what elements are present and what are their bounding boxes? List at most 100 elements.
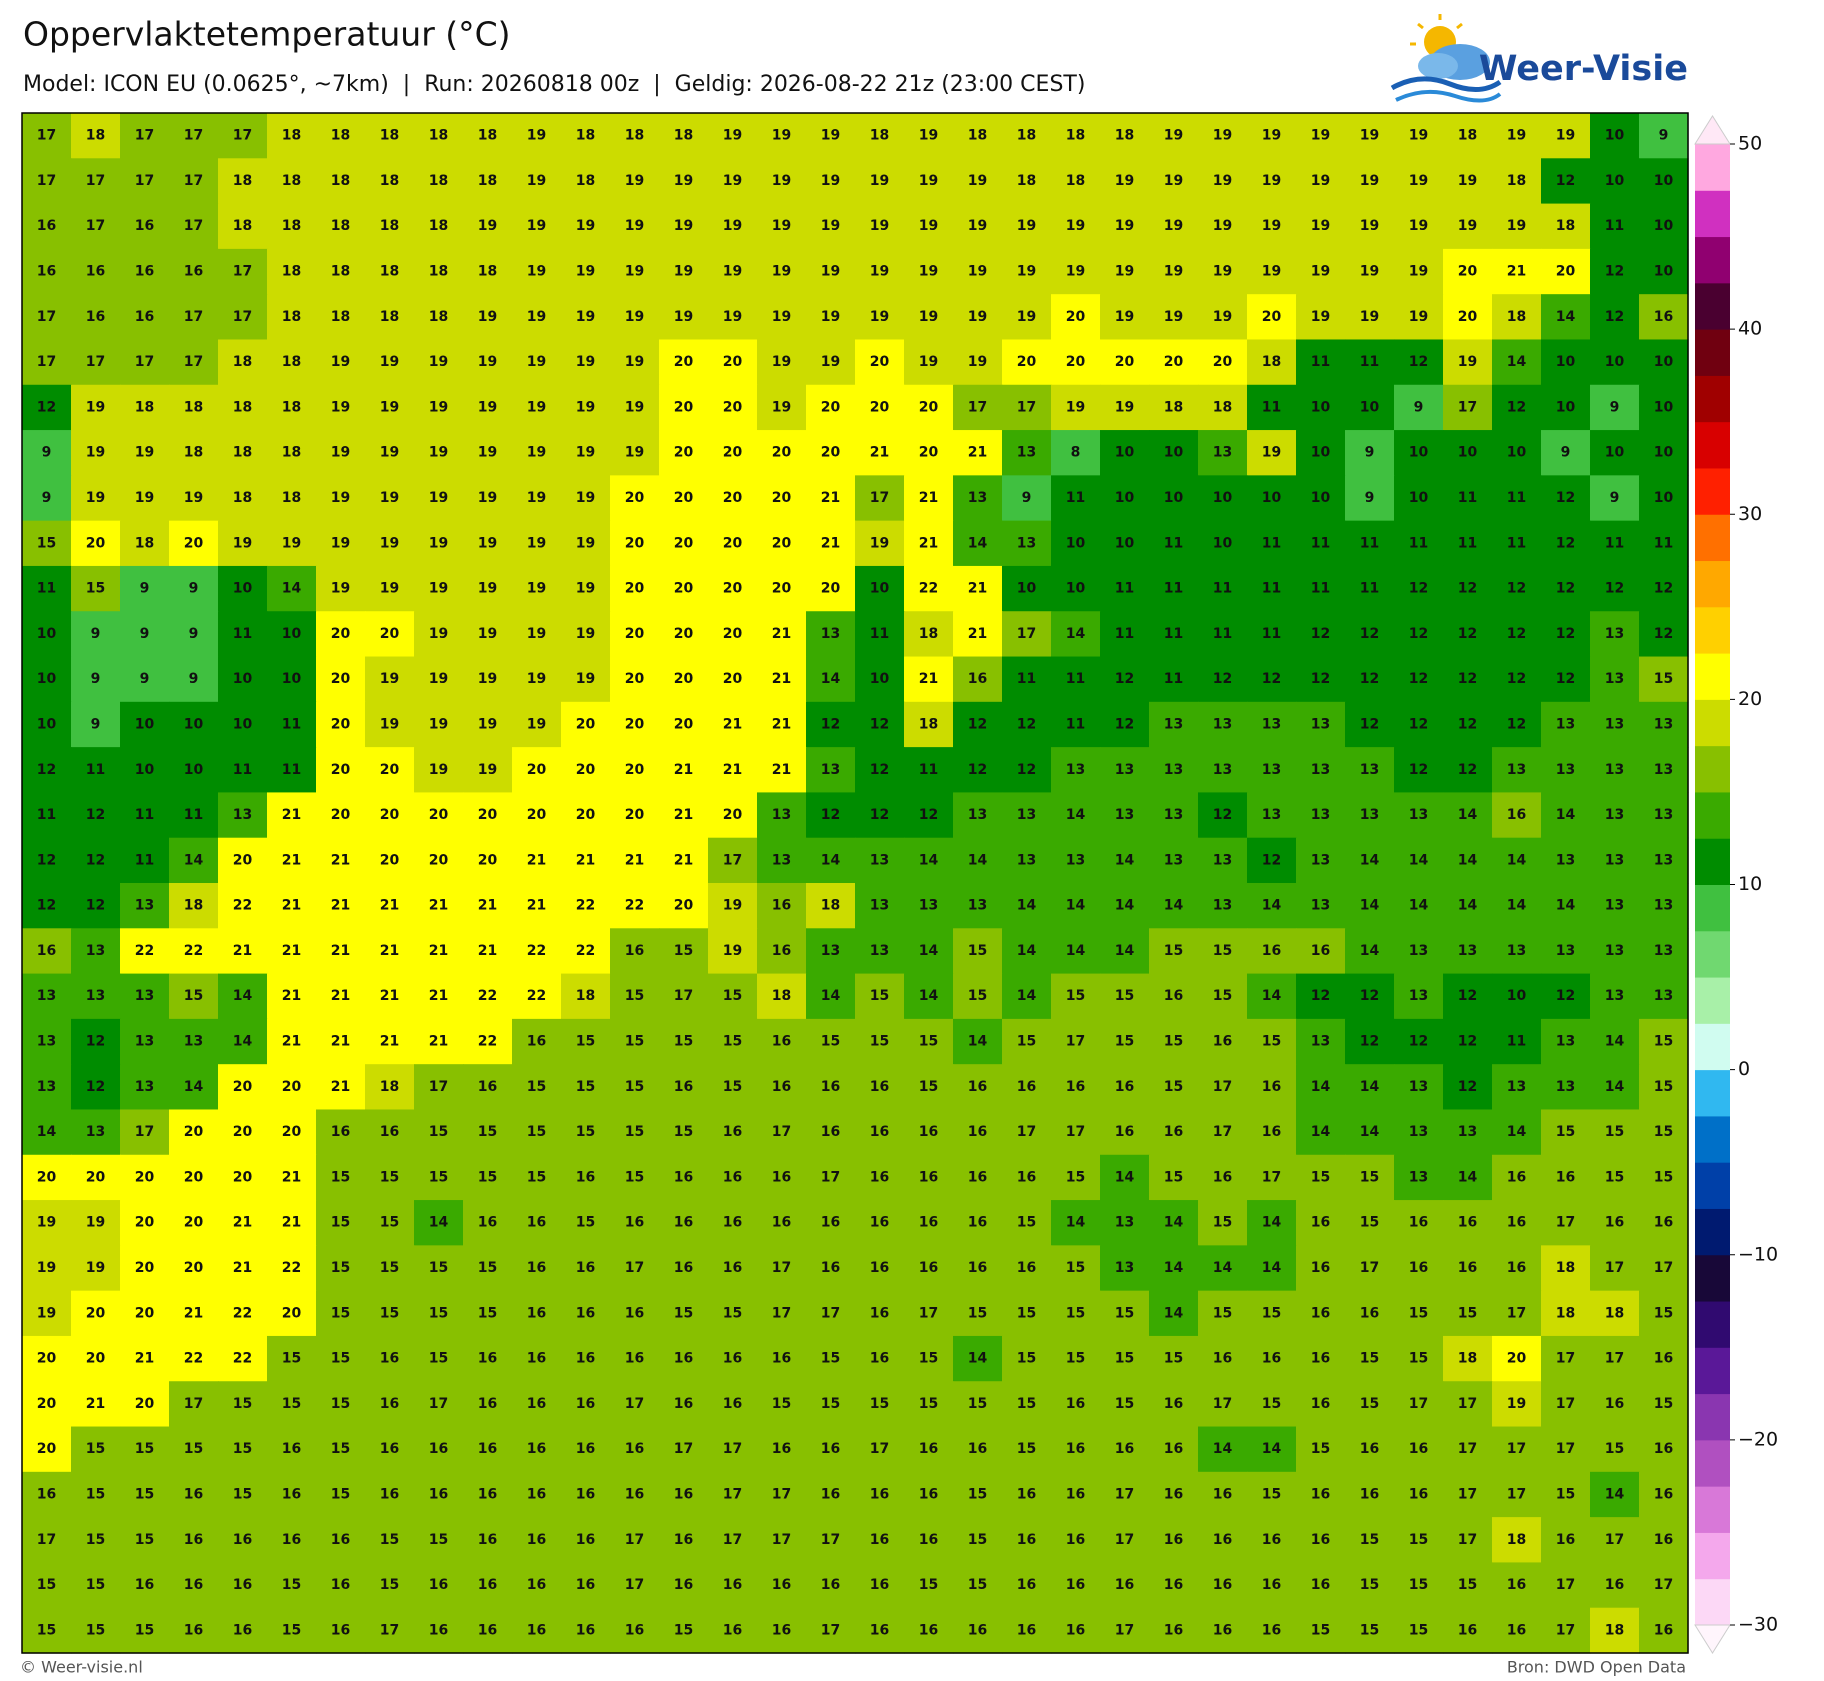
temperature-label: 20: [429, 807, 449, 823]
temperature-label: 15: [1409, 1532, 1428, 1548]
temperature-cell: [169, 248, 219, 295]
temperature-label: 11: [1213, 626, 1232, 642]
temperature-cell: [953, 113, 1003, 159]
temperature-cell: [463, 1471, 513, 1518]
temperature-label: 12: [37, 898, 56, 914]
temperature-label: 17: [184, 173, 203, 189]
temperature-cell: [267, 1381, 317, 1428]
temperature-label: 10: [1605, 128, 1625, 144]
temperature-label: 20: [282, 1305, 302, 1321]
temperature-label: 20: [625, 490, 645, 506]
temperature-label: 20: [1164, 354, 1184, 370]
temperature-cell: [463, 430, 513, 476]
temperature-label: 14: [1605, 1079, 1625, 1095]
temperature-label: 13: [1311, 807, 1330, 823]
temperature-cell: [1541, 1064, 1591, 1111]
temperature-label: 19: [380, 671, 399, 687]
temperature-label: 15: [1360, 1532, 1379, 1548]
temperature-cell: [169, 837, 219, 884]
temperature-label: 16: [1654, 1532, 1673, 1548]
temperature-cell: [365, 883, 415, 929]
temperature-cell: [71, 1018, 121, 1065]
temperature-label: 12: [1458, 671, 1477, 687]
temperature-label: 19: [1262, 173, 1281, 189]
temperature-cell: [1345, 701, 1395, 748]
temperature-cell: [120, 1335, 170, 1382]
temperature-cell: [855, 1381, 905, 1428]
temperature-cell: [1345, 1245, 1395, 1292]
temperature-label: 19: [86, 445, 105, 461]
temperature-label: 15: [380, 1215, 399, 1231]
temperature-label: 11: [1213, 581, 1232, 597]
temperature-cell: [855, 656, 905, 703]
temperature-cell: [1590, 339, 1640, 386]
temperature-label: 16: [870, 1079, 889, 1095]
temperature-label: 16: [1066, 1441, 1085, 1457]
temperature-label: 9: [91, 671, 101, 687]
temperature-cell: [757, 430, 807, 476]
footer-left: © Weer-visie.nl: [20, 1658, 143, 1677]
temperature-cell: [365, 928, 415, 975]
subtitle: Model: ICON EU (0.0625°, ~7km) | Run: 20…: [23, 72, 1085, 97]
temperature-label: 19: [527, 128, 546, 144]
temperature-cell: [1051, 203, 1101, 250]
temperature-label: 16: [282, 1486, 301, 1502]
temperature-cell: [218, 1381, 268, 1428]
temperature-label: 19: [772, 264, 791, 280]
temperature-cell: [659, 1154, 709, 1201]
temperature-label: 13: [1262, 716, 1281, 732]
temperature-cell: [316, 1335, 366, 1382]
temperature-label: 15: [576, 1034, 595, 1050]
temperature-label: 17: [86, 218, 105, 234]
temperature-cell: [316, 701, 366, 748]
temperature-label: 14: [37, 1124, 57, 1140]
temperature-label: 13: [821, 626, 840, 642]
temperature-label: 19: [478, 762, 497, 778]
temperature-label: 14: [1066, 943, 1086, 959]
temperature-cell: [1198, 1335, 1248, 1382]
temperature-cell: [71, 792, 121, 839]
temperature-cell: [1639, 430, 1689, 476]
temperature-label: 14: [919, 852, 939, 868]
temperature-cell: [22, 611, 72, 658]
temperature-label: 16: [625, 1622, 644, 1638]
temperature-cell: [953, 1290, 1003, 1337]
temperature-cell: [414, 475, 464, 522]
temperature-label: 13: [37, 1034, 56, 1050]
temperature-label: 19: [478, 490, 497, 506]
temperature-cell: [1345, 1335, 1395, 1382]
temperature-label: 16: [527, 1260, 546, 1276]
temperature-cell: [1443, 837, 1493, 884]
temperature-cell: [708, 248, 758, 295]
temperature-cell: [316, 1064, 366, 1111]
temperature-label: 15: [1605, 1441, 1624, 1457]
temperature-label: 11: [233, 626, 252, 642]
temperature-label: 12: [1507, 671, 1526, 687]
temperature-cell: [1345, 520, 1395, 567]
temperature-cell: [1639, 656, 1689, 703]
temperature-cell: [512, 1381, 562, 1428]
temperature-cell: [169, 611, 219, 658]
temperature-label: 20: [282, 1079, 302, 1095]
temperature-label: 16: [1262, 1577, 1281, 1593]
temperature-label: 19: [723, 309, 742, 325]
temperature-cell: [218, 520, 268, 567]
colorbar-band: [1695, 375, 1730, 423]
temperature-label: 16: [429, 1486, 448, 1502]
temperature-label: 20: [674, 671, 694, 687]
temperature-label: 13: [1507, 1079, 1526, 1095]
temperature-cell: [953, 701, 1003, 748]
temperature-cell: [365, 520, 415, 567]
temperature-label: 12: [1458, 1079, 1477, 1095]
temperature-cell: [365, 1245, 415, 1292]
temperature-cell: [1492, 1471, 1542, 1518]
temperature-cell: [1639, 928, 1689, 975]
temperature-cell: [904, 792, 954, 839]
temperature-label: 16: [478, 1622, 497, 1638]
temperature-cell: [463, 294, 513, 341]
temperature-label: 15: [1115, 1305, 1134, 1321]
temperature-cell: [757, 565, 807, 612]
temperature-cell: [1492, 113, 1542, 159]
temperature-cell: [1443, 1290, 1493, 1337]
temperature-cell: [1443, 475, 1493, 522]
